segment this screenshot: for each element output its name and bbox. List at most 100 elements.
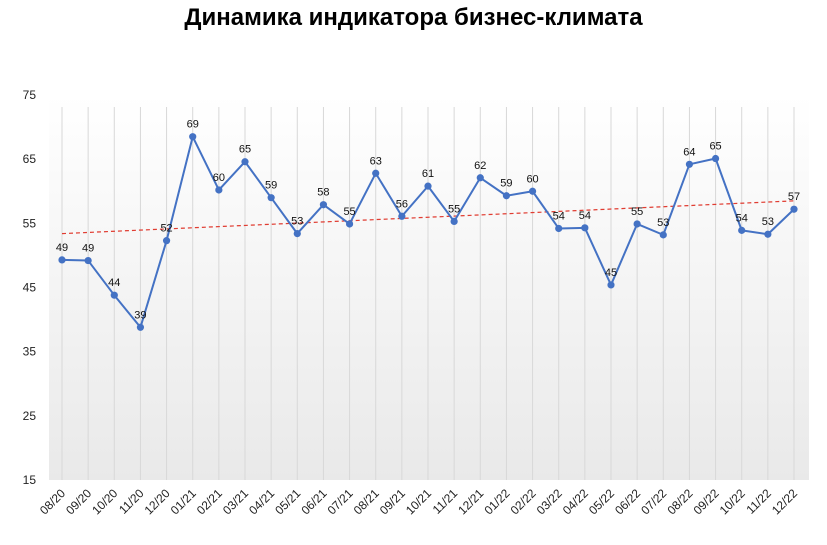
x-tick-label: 04/22 — [560, 486, 591, 517]
data-point — [502, 192, 511, 200]
y-tick-label: 65 — [23, 152, 37, 166]
data-label: 58 — [317, 187, 329, 199]
x-tick-label: 06/21 — [298, 486, 329, 517]
data-label: 61 — [422, 168, 434, 180]
y-tick-label: 15 — [23, 473, 37, 487]
series-group — [58, 133, 798, 331]
data-point — [319, 201, 328, 209]
data-point — [241, 158, 249, 166]
x-tick-label: 12/22 — [769, 486, 800, 517]
data-label: 57 — [788, 191, 800, 203]
x-tick-label: 02/22 — [508, 486, 539, 517]
data-point — [398, 212, 406, 220]
x-tick-label: 12/20 — [142, 486, 173, 517]
data-point — [659, 231, 667, 239]
y-tick-label: 45 — [23, 281, 37, 295]
x-tick-label: 07/21 — [325, 486, 356, 517]
data-point — [293, 230, 301, 238]
data-label: 59 — [265, 180, 277, 192]
data-label: 69 — [187, 119, 199, 131]
x-tick-label: 02/21 — [194, 486, 225, 517]
data-point — [84, 256, 92, 265]
y-tick-label: 55 — [23, 216, 37, 230]
data-label: 54 — [579, 210, 591, 222]
data-label: 45 — [605, 267, 617, 279]
data-point — [764, 230, 772, 238]
x-tick-label: 05/21 — [272, 486, 303, 517]
data-point — [450, 217, 458, 226]
x-tick-label: 11/22 — [743, 486, 774, 517]
data-label: 59 — [500, 178, 512, 190]
chart-title: Динамика индикатора бизнес-климата — [184, 4, 643, 31]
data-label: 44 — [108, 277, 120, 289]
data-label: 55 — [631, 206, 643, 218]
x-tick-label: 04/21 — [246, 486, 277, 517]
data-label: 62 — [474, 160, 486, 172]
data-point — [136, 323, 145, 331]
x-tick-label: 01/21 — [168, 486, 199, 517]
y-tick-label: 25 — [23, 409, 37, 423]
data-label: 60 — [526, 173, 538, 185]
data-point — [476, 174, 484, 182]
x-tick-label: 11/20 — [116, 486, 147, 517]
data-label: 49 — [82, 243, 94, 255]
data-point — [711, 154, 720, 163]
data-point — [162, 237, 171, 245]
data-point — [58, 256, 66, 264]
x-tick-label: 03/21 — [220, 486, 251, 517]
data-label: 39 — [134, 309, 146, 321]
data-point — [633, 220, 641, 228]
y-axis: 15 25 35 45 55 65 75 — [23, 88, 37, 487]
data-label: 49 — [56, 242, 68, 254]
data-label: 55 — [343, 206, 355, 218]
data-label: 56 — [396, 198, 408, 210]
x-tick-label: 09/20 — [63, 486, 94, 517]
x-tick-label: 10/20 — [89, 486, 120, 517]
data-label: 53 — [657, 217, 669, 229]
data-point — [110, 291, 118, 299]
data-label: 63 — [370, 155, 382, 167]
vertical-gridlines — [61, 107, 795, 480]
data-label: 52 — [160, 223, 172, 235]
data-point — [607, 281, 615, 289]
data-point — [581, 224, 589, 232]
data-label: 53 — [291, 216, 303, 228]
data-point — [215, 186, 223, 194]
trendline-group — [61, 200, 795, 235]
x-tick-label: 08/22 — [664, 486, 695, 517]
x-tick-label: 09/21 — [377, 486, 408, 517]
x-tick-label: 12/21 — [455, 486, 486, 517]
data-label: 54 — [553, 210, 565, 222]
y-tick-label: 75 — [23, 88, 37, 102]
data-label: 53 — [762, 216, 774, 228]
x-tick-label: 05/22 — [586, 486, 617, 517]
data-label: 64 — [683, 146, 695, 158]
x-tick-label: 09/22 — [691, 486, 722, 517]
data-labels-group: 49 49 44 39 52 69 60 65 59 53 58 55 63 56 61 55 62 59 60 54… — [56, 119, 800, 322]
x-tick-label: 10/21 — [403, 486, 434, 517]
data-point — [685, 160, 694, 168]
data-label: 60 — [213, 172, 225, 184]
data-label: 54 — [736, 212, 748, 224]
x-tick-label: 08/20 — [37, 486, 68, 517]
x-tick-label: 08/21 — [351, 486, 382, 517]
x-tick-label: 10/22 — [717, 486, 748, 517]
data-point — [372, 169, 380, 177]
data-point — [790, 205, 798, 213]
data-point — [738, 226, 746, 234]
trendline — [61, 200, 795, 235]
data-label: 65 — [709, 141, 721, 153]
x-tick-label: 07/22 — [638, 486, 669, 517]
x-tick-label: 06/22 — [612, 486, 643, 517]
data-label: 65 — [239, 144, 251, 156]
x-tick-label: 01/22 — [481, 486, 512, 517]
y-tick-label: 35 — [23, 345, 37, 359]
data-point — [345, 220, 354, 228]
data-point — [267, 194, 275, 202]
data-point — [555, 224, 563, 233]
data-label: 55 — [448, 203, 460, 215]
x-tick-label: 03/22 — [534, 486, 565, 517]
data-point — [424, 182, 432, 190]
x-tick-label: 11/21 — [430, 486, 461, 517]
